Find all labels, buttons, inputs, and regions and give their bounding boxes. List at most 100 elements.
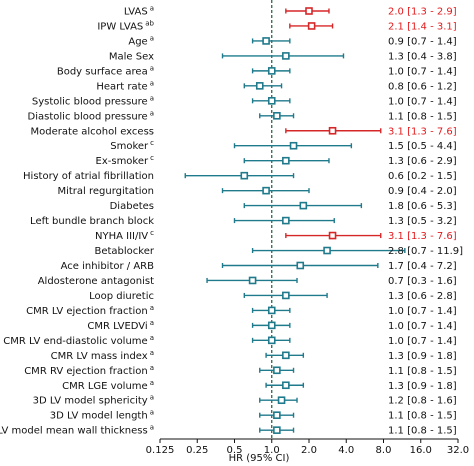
row-label-text: Male Sex bbox=[109, 51, 154, 62]
x-tick-label: 1.0 bbox=[264, 445, 280, 456]
row-label-text: CMR LV ejection fraction bbox=[26, 306, 148, 317]
hr-point bbox=[289, 141, 298, 150]
ci-text: 2.1 [1.4 - 3.1] bbox=[388, 21, 457, 32]
ci-text: 1.1 [0.8 - 1.5] bbox=[388, 366, 457, 377]
hr-point bbox=[273, 366, 281, 375]
ci-text: 1.3 [0.5 - 3.2] bbox=[388, 216, 457, 227]
row-label-superscript: c bbox=[150, 139, 154, 147]
row-label-superscript: a bbox=[150, 394, 154, 402]
row-label-superscript: a bbox=[150, 379, 154, 387]
ci-text: 1.3 [0.9 - 1.8] bbox=[388, 381, 457, 392]
row-label: History of atrial fibrillation bbox=[23, 171, 154, 182]
row-label: Mitral regurgitation bbox=[57, 186, 154, 197]
row-label-text: Systolic blood pressure bbox=[32, 96, 148, 107]
hr-point bbox=[248, 276, 257, 285]
plot-axes: 0.125 0.25 0.5 1.0 2.0 4.0 8.0 16.0 32.0 bbox=[146, 0, 469, 456]
row-label-superscript: a bbox=[150, 349, 154, 357]
hr-point bbox=[277, 396, 286, 405]
row-label: Male Sex bbox=[109, 51, 154, 62]
ci-text: 1.2 [0.8 - 1.6] bbox=[388, 396, 457, 407]
row-label-superscript: a bbox=[150, 304, 154, 312]
row-label: Aldosterone antagonist bbox=[38, 276, 154, 287]
row-label-superscript: ab bbox=[145, 19, 154, 27]
hr-point bbox=[255, 82, 264, 90]
row-label-text: 3D LV model length bbox=[50, 411, 148, 422]
row-label-superscript: c bbox=[150, 229, 154, 237]
hr-point bbox=[262, 186, 270, 195]
row-label: Age a bbox=[128, 34, 154, 47]
row-label-text: Diabetes bbox=[110, 201, 154, 212]
hr-point bbox=[282, 291, 290, 300]
row-label-superscript: a bbox=[150, 5, 154, 13]
x-tick-label: 0.125 bbox=[146, 445, 175, 456]
row-label-superscript: a bbox=[150, 319, 154, 327]
row-label: CMR LV end-diastolic volume a bbox=[3, 334, 154, 347]
row-label: Diabetes bbox=[110, 201, 154, 212]
row-label: LVAS a bbox=[124, 5, 154, 18]
ci-text: 1.0 [0.7 - 1.4] bbox=[388, 321, 457, 332]
hr-point bbox=[299, 201, 308, 210]
ci-text: 1.3 [0.4 - 3.8] bbox=[388, 51, 457, 62]
hr-point bbox=[282, 156, 290, 165]
row-label: CMR LVEDVi a bbox=[87, 319, 154, 332]
hr-point bbox=[267, 306, 276, 315]
row-label-text: 3D LV model sphericity bbox=[33, 396, 148, 407]
row-label-superscript: a bbox=[150, 409, 154, 417]
hr-point bbox=[240, 171, 249, 180]
hr-point bbox=[328, 126, 337, 135]
ci-text: 1.3 [0.9 - 1.8] bbox=[388, 351, 457, 362]
hr-point bbox=[328, 231, 337, 240]
hr-point bbox=[267, 97, 276, 105]
ci-text: 1.7 [0.4 - 7.2] bbox=[388, 261, 457, 272]
x-tick-label: 32.0 bbox=[447, 445, 469, 456]
hr-point bbox=[273, 426, 281, 434]
row-label-text: Mitral regurgitation bbox=[57, 186, 154, 197]
ci-text: 0.7 [0.3 - 1.6] bbox=[388, 276, 457, 287]
ci-text: 1.3 [0.6 - 2.8] bbox=[388, 291, 457, 302]
ci-text: 1.1 [0.8 - 1.5] bbox=[388, 111, 457, 122]
row-label-superscript: a bbox=[150, 424, 154, 432]
row-label: Ace inhibitor / ARB bbox=[61, 261, 155, 272]
plot-marks bbox=[184, 7, 406, 434]
ci-texts: 2.0 [1.3 - 2.9] 2.1 [1.4 - 3.1] 0.9 [0.7 -… bbox=[388, 7, 463, 437]
hr-point bbox=[282, 216, 290, 225]
row-label-text: CMR LV mass index bbox=[51, 351, 148, 362]
hr-point bbox=[273, 411, 281, 419]
x-tick-label: 0.25 bbox=[186, 445, 208, 456]
row-label: Heart rate a bbox=[96, 79, 154, 92]
row-label: CMR LV mass index a bbox=[51, 349, 154, 362]
ci-text: 0.9 [0.4 - 2.0] bbox=[388, 186, 457, 197]
ci-text: 2.8 [0.7 - 11.9] bbox=[388, 246, 463, 257]
row-label: 3D LV model length a bbox=[50, 409, 154, 422]
x-tick-label: 8.0 bbox=[376, 445, 392, 456]
ci-text: 1.1 [0.8 - 1.5] bbox=[388, 426, 457, 437]
row-label-text: Ace inhibitor / ARB bbox=[61, 261, 155, 272]
row-label-text: CMR LVEDVi bbox=[87, 321, 147, 332]
row-label-text: Betablocker bbox=[94, 246, 154, 257]
ci-text: 0.9 [0.7 - 1.4] bbox=[388, 36, 457, 47]
row-label-text: Loop diuretic bbox=[89, 291, 154, 302]
hr-point bbox=[267, 67, 276, 75]
ci-text: 0.6 [0.2 - 1.5] bbox=[388, 171, 457, 182]
row-label: 3D LV model sphericity a bbox=[33, 394, 154, 407]
row-label-text: Body surface area bbox=[57, 66, 148, 77]
ci-text: 1.8 [0.6 - 5.3] bbox=[388, 201, 457, 212]
ci-text: 1.1 [0.8 - 1.5] bbox=[388, 411, 457, 422]
hr-point bbox=[267, 336, 276, 345]
hr-point bbox=[267, 321, 276, 330]
hr-point bbox=[296, 261, 305, 270]
row-label: Loop diuretic bbox=[89, 291, 154, 302]
x-tick-label: 2.0 bbox=[301, 445, 317, 456]
row-label: Ex-smoker c bbox=[96, 154, 155, 167]
hr-point bbox=[282, 52, 290, 60]
ci-text: 0.8 [0.6 - 1.2] bbox=[388, 81, 457, 92]
row-label-text: CMR LV end-diastolic volume bbox=[3, 336, 147, 347]
row-label-superscript: a bbox=[150, 64, 154, 72]
row-label: Systolic blood pressure a bbox=[32, 94, 154, 107]
row-label-text: Left bundle branch block bbox=[30, 216, 154, 227]
row-label: Body surface area a bbox=[57, 64, 154, 77]
row-label-superscript: a bbox=[150, 364, 154, 372]
hr-point bbox=[323, 246, 331, 255]
